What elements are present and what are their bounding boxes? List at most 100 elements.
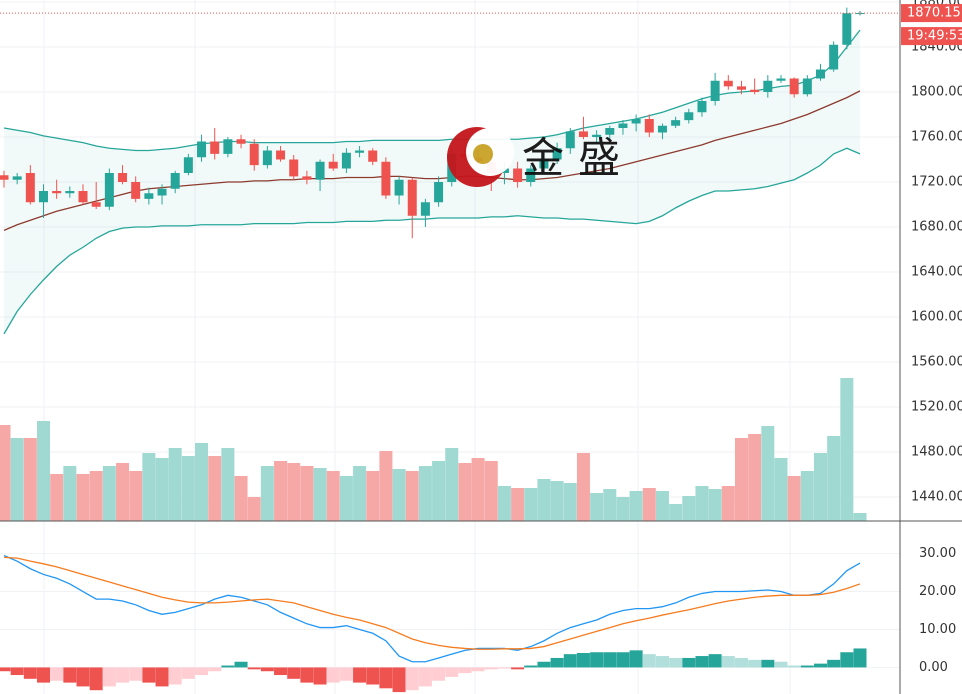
volume-bar (116, 463, 130, 521)
macd-bar (366, 667, 380, 685)
volume-bar (484, 461, 498, 521)
macd-bar (695, 656, 709, 668)
macd-bar (181, 667, 195, 679)
y-tick-label: 1720.00 (911, 175, 962, 190)
y-tick-label: 30.00 (919, 546, 956, 561)
candle-body (434, 182, 444, 203)
macd-bar (748, 659, 762, 668)
candle-body (65, 191, 75, 194)
volume-bar (0, 425, 11, 521)
y-tick-label: 10.00 (919, 622, 956, 637)
macd-bar (116, 667, 130, 683)
macd-bar (840, 652, 854, 668)
volume-bar (313, 468, 327, 521)
volume-bar (840, 378, 854, 521)
candle-body (91, 202, 101, 207)
volume-bar (76, 474, 90, 521)
macd-bar (326, 667, 340, 683)
macd-bar (655, 656, 669, 668)
volume-bar (23, 438, 37, 521)
candle-body (249, 143, 259, 166)
macd-bar (102, 667, 116, 687)
macd-bar (195, 667, 209, 676)
volume-bar (208, 456, 222, 521)
volume-bar (405, 471, 419, 521)
candle-body (815, 69, 825, 79)
y-tick-label: 1640.00 (911, 265, 962, 280)
macd-bar (260, 667, 274, 672)
axis-background (900, 0, 962, 694)
candle-body (776, 78, 786, 81)
candle-body (750, 89, 760, 92)
macd-bar (484, 667, 498, 670)
macd-bar (300, 667, 314, 683)
macd-bar (761, 659, 775, 668)
volume-bar (471, 458, 485, 521)
volume-bar (418, 466, 432, 521)
candle-body (144, 193, 154, 199)
macd-bar (247, 667, 261, 670)
macd-bar (10, 667, 24, 676)
macd-bar (353, 667, 367, 683)
candle-body (394, 179, 404, 196)
last-price-label: 1870.15 (907, 6, 961, 21)
candle-body (513, 168, 523, 182)
volume-bar (260, 466, 274, 521)
volume-bar (853, 513, 867, 521)
volume-bar (827, 436, 841, 521)
macd-bar (392, 667, 406, 693)
volume-bar (524, 488, 538, 521)
volume-bar (168, 448, 182, 521)
macd-bar (274, 667, 288, 676)
volume-bar (274, 461, 288, 521)
volume-bar (247, 497, 261, 521)
macd-bar (379, 667, 393, 689)
volume-bar (10, 438, 24, 521)
price-axis: 1880.001840.001800.001760.001720.001680.… (901, 0, 962, 675)
volume-bar (181, 456, 195, 521)
volume-bar (576, 453, 590, 521)
volume-bar (682, 496, 696, 521)
candle-body (183, 157, 193, 173)
volume-bar (603, 489, 617, 521)
macd-bar (708, 654, 722, 668)
macd-bar (813, 663, 827, 668)
candle-body (315, 161, 325, 180)
macd-bar (63, 667, 77, 683)
candle-body (170, 173, 180, 189)
volume-bar (353, 466, 367, 521)
macd-bar (37, 667, 51, 683)
volume-bar (37, 421, 51, 521)
candle-body (829, 44, 839, 70)
candle-body (539, 159, 549, 169)
macd-bar (524, 665, 538, 668)
volume-bar (142, 453, 156, 521)
band-line (3, 90, 861, 231)
y-tick-label: 1680.00 (911, 220, 962, 235)
candle-body (526, 168, 536, 182)
volume-bar (445, 448, 459, 521)
volume-bar (155, 458, 169, 521)
macd-bar (142, 667, 156, 683)
macd-bar (0, 667, 11, 672)
candle-body (157, 188, 167, 196)
y-tick-label: 1440.00 (911, 490, 962, 505)
macd-bar (669, 657, 683, 668)
candle-body (104, 173, 114, 207)
candle-body (355, 150, 365, 153)
candle-body (341, 152, 351, 169)
candle-body (723, 80, 733, 87)
macd-bar (682, 657, 696, 668)
candle-body (78, 191, 88, 203)
candle-body (618, 123, 628, 128)
volume-bar (129, 471, 143, 521)
candle-body (236, 139, 246, 144)
volume-bar (721, 486, 735, 521)
candle-body (407, 179, 417, 216)
candle-body (697, 101, 707, 113)
volume-bar (458, 463, 472, 521)
candle-body (657, 125, 667, 133)
candle-body (276, 150, 286, 160)
y-tick-label: 1600.00 (911, 310, 962, 325)
